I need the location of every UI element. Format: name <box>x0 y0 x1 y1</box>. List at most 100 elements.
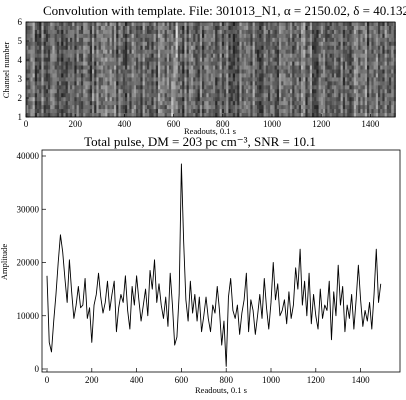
heatmap-cell <box>122 109 126 114</box>
heatmap-cell <box>382 97 385 102</box>
heatmap-cell <box>85 81 88 86</box>
heatmap-cell <box>43 41 47 47</box>
heatmap-cell <box>285 49 289 54</box>
heatmap-cell <box>303 109 306 114</box>
heatmap-cell <box>67 85 71 90</box>
heatmap-cell <box>226 45 229 51</box>
heatmap-cell <box>166 109 170 114</box>
heatmap-cell <box>263 93 267 98</box>
heatmap-cell <box>290 61 293 66</box>
heatmap-cell <box>193 73 196 78</box>
heatmap-cell <box>243 109 247 114</box>
heatmap-cell <box>138 29 141 35</box>
line-y-tick-label: 30000 <box>17 204 40 214</box>
heatmap-cell <box>279 49 282 54</box>
heatmap-cell <box>226 85 229 90</box>
heatmap-cell <box>67 25 71 31</box>
heatmap-cell <box>32 101 36 106</box>
heatmap-cell <box>230 41 234 47</box>
heatmap-cell <box>221 65 225 70</box>
heatmap-cell <box>217 41 220 47</box>
heatmap-cell <box>34 65 38 70</box>
heatmap-cell <box>281 57 284 62</box>
heatmap-cell <box>259 85 262 90</box>
heatmap-cell <box>270 45 273 51</box>
heatmap-cell <box>70 69 73 74</box>
heatmap-cell <box>96 29 99 35</box>
heatmap-cell <box>204 77 207 82</box>
heatmap-cell <box>263 113 267 118</box>
heatmap-cell <box>107 105 110 110</box>
heatmap-cell <box>109 33 113 39</box>
heatmap-cell <box>235 101 238 106</box>
heatmap-cell <box>318 49 322 54</box>
heatmap-cell <box>290 101 293 106</box>
heatmap-cell <box>122 61 126 66</box>
heatmap-cell <box>204 73 207 78</box>
heatmap-cell <box>391 37 394 43</box>
heatmap-cell <box>175 81 179 86</box>
heatmap-cell <box>382 69 385 74</box>
heatmap-cell <box>52 85 55 90</box>
heatmap-cell <box>59 109 62 114</box>
heatmap-cell <box>316 89 319 94</box>
heatmap-cell <box>226 89 229 94</box>
heatmap-cell <box>373 41 377 47</box>
heatmap-cell <box>378 49 381 54</box>
heatmap-cell <box>105 113 108 118</box>
heatmap-cell <box>133 81 137 86</box>
heatmap-cell <box>136 25 139 31</box>
heatmap-cell <box>173 97 176 102</box>
heatmap-cell <box>331 49 335 54</box>
heatmap-cell <box>153 61 157 66</box>
heatmap-cell <box>213 45 216 51</box>
heatmap-cell <box>52 22 55 27</box>
heatmap-cell <box>100 89 104 94</box>
heatmap-cell <box>283 65 286 70</box>
heatmap-cell <box>274 97 278 102</box>
heatmap-cell <box>158 61 161 66</box>
heatmap-cell <box>235 37 238 43</box>
heatmap-cell <box>131 57 135 62</box>
heatmap-cell <box>219 65 223 70</box>
heatmap-cell <box>261 45 264 51</box>
heatmap-cell <box>204 69 207 74</box>
heatmap-cell <box>155 49 159 54</box>
heatmap-cell <box>232 93 236 98</box>
heatmap-cell <box>184 89 187 94</box>
heatmap-cell <box>107 65 110 70</box>
heatmap-cell <box>120 37 124 43</box>
heatmap-cell <box>173 73 176 78</box>
heatmap-cell <box>325 57 328 62</box>
heatmap-cell <box>109 41 113 47</box>
heatmap-cell <box>202 85 205 90</box>
heatmap-cell <box>26 45 29 51</box>
heatmap-cell <box>54 41 58 47</box>
heatmap-cell <box>270 81 273 86</box>
heatmap-cell <box>43 33 47 39</box>
heatmap-cell <box>72 101 75 106</box>
heatmap-cell <box>327 65 330 70</box>
heatmap-cell <box>259 33 262 39</box>
heatmap-cell <box>105 33 108 39</box>
heatmap-cell <box>105 65 108 70</box>
heatmap-cell <box>140 93 143 98</box>
heatmap-cell <box>48 57 51 62</box>
heatmap-cell <box>254 53 258 58</box>
heatmap-cell <box>239 25 242 31</box>
heatmap-cell <box>345 37 348 43</box>
heatmap-cell <box>138 41 141 47</box>
heatmap-cell <box>204 113 207 118</box>
heatmap-cell <box>380 105 383 110</box>
heatmap-cell <box>65 101 69 106</box>
heatmap-cell <box>114 29 117 35</box>
heatmap-cell <box>41 61 44 66</box>
heatmap-cell <box>235 29 238 35</box>
line-y-tick-label: 10000 <box>17 311 40 321</box>
heatmap-cell <box>89 81 93 86</box>
heatmap-cell <box>118 33 121 39</box>
heatmap-cell <box>303 69 306 74</box>
heatmap-cell <box>246 89 249 94</box>
heatmap-cell <box>367 85 370 90</box>
heatmap-cell <box>78 81 82 86</box>
